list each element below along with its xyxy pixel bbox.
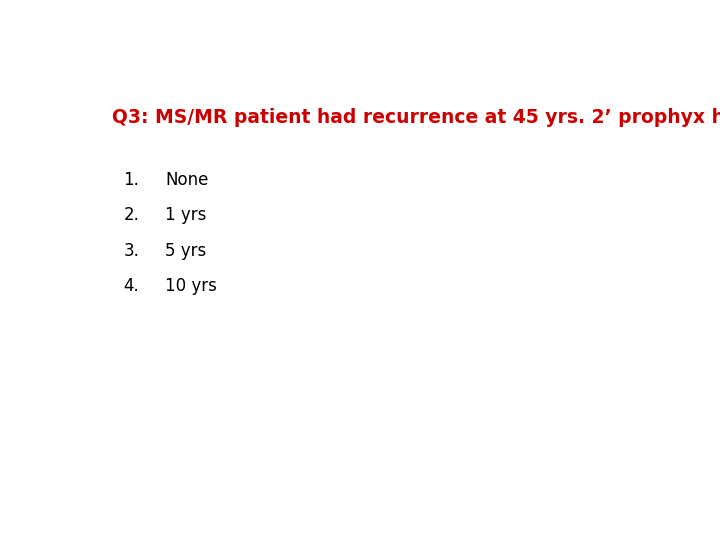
Text: 5 yrs: 5 yrs	[166, 241, 207, 260]
Text: 3.: 3.	[124, 241, 140, 260]
Text: Q3: MS/MR patient had recurrence at 45 yrs. 2’ prophyx how long?: Q3: MS/MR patient had recurrence at 45 y…	[112, 109, 720, 127]
Text: None: None	[166, 171, 209, 189]
Text: 1 yrs: 1 yrs	[166, 206, 207, 224]
Text: 2.: 2.	[124, 206, 140, 224]
Text: 10 yrs: 10 yrs	[166, 277, 217, 295]
Text: 1.: 1.	[124, 171, 140, 189]
Text: 4.: 4.	[124, 277, 139, 295]
